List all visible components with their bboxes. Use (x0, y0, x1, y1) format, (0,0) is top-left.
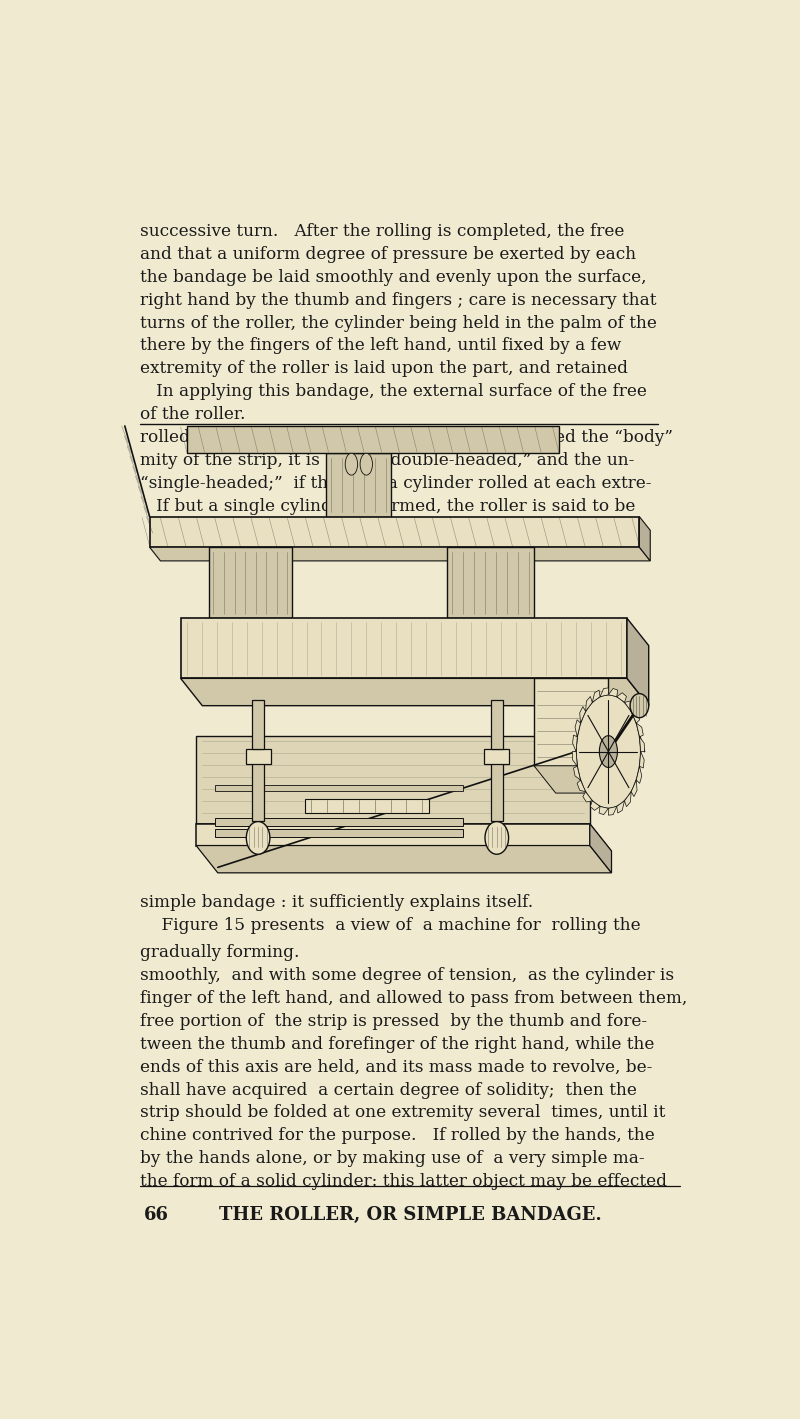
Text: simple bandage : it sufficiently explains itself.: simple bandage : it sufficiently explain… (140, 894, 534, 911)
Circle shape (576, 695, 641, 809)
Text: the form of a solid cylinder: this latter object may be effected: the form of a solid cylinder: this latte… (140, 1174, 667, 1191)
Polygon shape (608, 806, 617, 815)
Text: In applying this bandage, the external surface of the free: In applying this bandage, the external s… (140, 383, 647, 400)
Text: strip should be folded at one extremity several  times, until it: strip should be folded at one extremity … (140, 1104, 666, 1121)
Text: turns of the roller, the cylinder being held in the palm of the: turns of the roller, the cylinder being … (140, 315, 657, 332)
Polygon shape (599, 806, 608, 815)
Text: the bandage be laid smoothly and evenly upon the surface,: the bandage be laid smoothly and evenly … (140, 268, 646, 285)
Text: “single-headed;”  if there be a cylinder rolled at each extre-: “single-headed;” if there be a cylinder … (140, 475, 652, 492)
Circle shape (346, 453, 358, 475)
Polygon shape (181, 678, 649, 705)
Bar (326, 453, 391, 517)
Text: successive turn.   After the rolling is completed, the free: successive turn. After the rolling is co… (140, 223, 625, 240)
Text: rolled portion between the two cylinders is termed the “body”: rolled portion between the two cylinders… (140, 429, 674, 446)
Text: 66: 66 (143, 1206, 169, 1225)
Text: there by the fingers of the left hand, until fixed by a few: there by the fingers of the left hand, u… (140, 338, 622, 355)
Text: of the roller.: of the roller. (140, 406, 246, 423)
Text: finger of the left hand, and allowed to pass from between them,: finger of the left hand, and allowed to … (140, 990, 687, 1006)
Polygon shape (608, 688, 618, 697)
Text: Figure 15 presents  a view of  a machine for  rolling the: Figure 15 presents a view of a machine f… (140, 917, 641, 934)
Bar (187, 426, 558, 453)
Polygon shape (534, 766, 630, 793)
Text: smoothly,  and with some degree of tension,  as the cylinder is: smoothly, and with some degree of tensio… (140, 966, 674, 983)
Polygon shape (572, 752, 578, 766)
Polygon shape (639, 736, 645, 752)
Polygon shape (583, 792, 592, 802)
Polygon shape (196, 846, 611, 873)
Text: If but a single cylinder is formed, the roller is said to be: If but a single cylinder is formed, the … (140, 498, 636, 515)
Polygon shape (600, 688, 608, 697)
Polygon shape (617, 692, 626, 702)
Bar (490, 762, 503, 822)
Circle shape (360, 453, 373, 475)
Polygon shape (617, 800, 625, 813)
Text: FIG. 15.: FIG. 15. (379, 853, 441, 867)
Text: chine contrived for the purpose.   If rolled by the hands, the: chine contrived for the purpose. If roll… (140, 1128, 655, 1145)
Bar (209, 548, 292, 619)
Polygon shape (636, 766, 642, 783)
Bar (150, 517, 639, 548)
Bar (196, 823, 590, 846)
Bar (534, 678, 608, 766)
Bar (181, 619, 627, 678)
Text: by the hands alone, or by making use of  a very simple ma-: by the hands alone, or by making use of … (140, 1151, 645, 1168)
Polygon shape (625, 792, 631, 806)
Text: ends of this axis are held, and its mass made to revolve, be-: ends of this axis are held, and its mass… (140, 1059, 653, 1076)
Ellipse shape (485, 822, 509, 854)
Polygon shape (586, 697, 592, 711)
Polygon shape (631, 780, 637, 796)
Bar (447, 548, 534, 619)
Text: tween the thumb and forefinger of the right hand, while the: tween the thumb and forefinger of the ri… (140, 1036, 654, 1053)
Text: shall have acquired  a certain degree of solidity;  then the: shall have acquired a certain degree of … (140, 1081, 637, 1098)
Text: free portion of  the strip is pressed  by the thumb and fore-: free portion of the strip is pressed by … (140, 1013, 647, 1030)
Text: and that a uniform degree of pressure be exerted by each: and that a uniform degree of pressure be… (140, 245, 637, 263)
Polygon shape (627, 619, 649, 705)
Polygon shape (575, 719, 581, 736)
Polygon shape (590, 823, 611, 873)
Polygon shape (577, 780, 586, 792)
Ellipse shape (246, 822, 270, 854)
Polygon shape (580, 707, 586, 724)
Polygon shape (639, 517, 650, 561)
Polygon shape (631, 711, 640, 724)
Bar (214, 829, 462, 837)
Bar (196, 736, 590, 823)
Bar (252, 700, 264, 749)
Bar (252, 762, 264, 822)
Polygon shape (625, 701, 634, 711)
Polygon shape (574, 766, 581, 780)
Polygon shape (636, 724, 643, 736)
Text: mity of the strip, it is called “double-headed,” and the un-: mity of the strip, it is called “double-… (140, 453, 634, 470)
Bar (214, 786, 462, 790)
Bar (214, 819, 462, 826)
Text: extremity of the roller is laid upon the part, and retained: extremity of the roller is laid upon the… (140, 360, 628, 377)
Polygon shape (639, 752, 644, 768)
Text: right hand by the thumb and fingers ; care is necessary that: right hand by the thumb and fingers ; ca… (140, 291, 657, 308)
Bar (490, 700, 503, 749)
Text: THE ROLLER, OR SIMPLE BANDAGE.: THE ROLLER, OR SIMPLE BANDAGE. (218, 1206, 602, 1225)
Bar (305, 799, 429, 813)
Ellipse shape (630, 694, 649, 718)
Text: gradually forming.: gradually forming. (140, 944, 300, 961)
Circle shape (599, 735, 618, 768)
Polygon shape (590, 800, 600, 810)
Bar (246, 749, 270, 763)
Polygon shape (196, 823, 611, 851)
Polygon shape (573, 735, 578, 752)
Polygon shape (150, 548, 650, 561)
Polygon shape (592, 690, 600, 702)
Bar (485, 749, 509, 763)
